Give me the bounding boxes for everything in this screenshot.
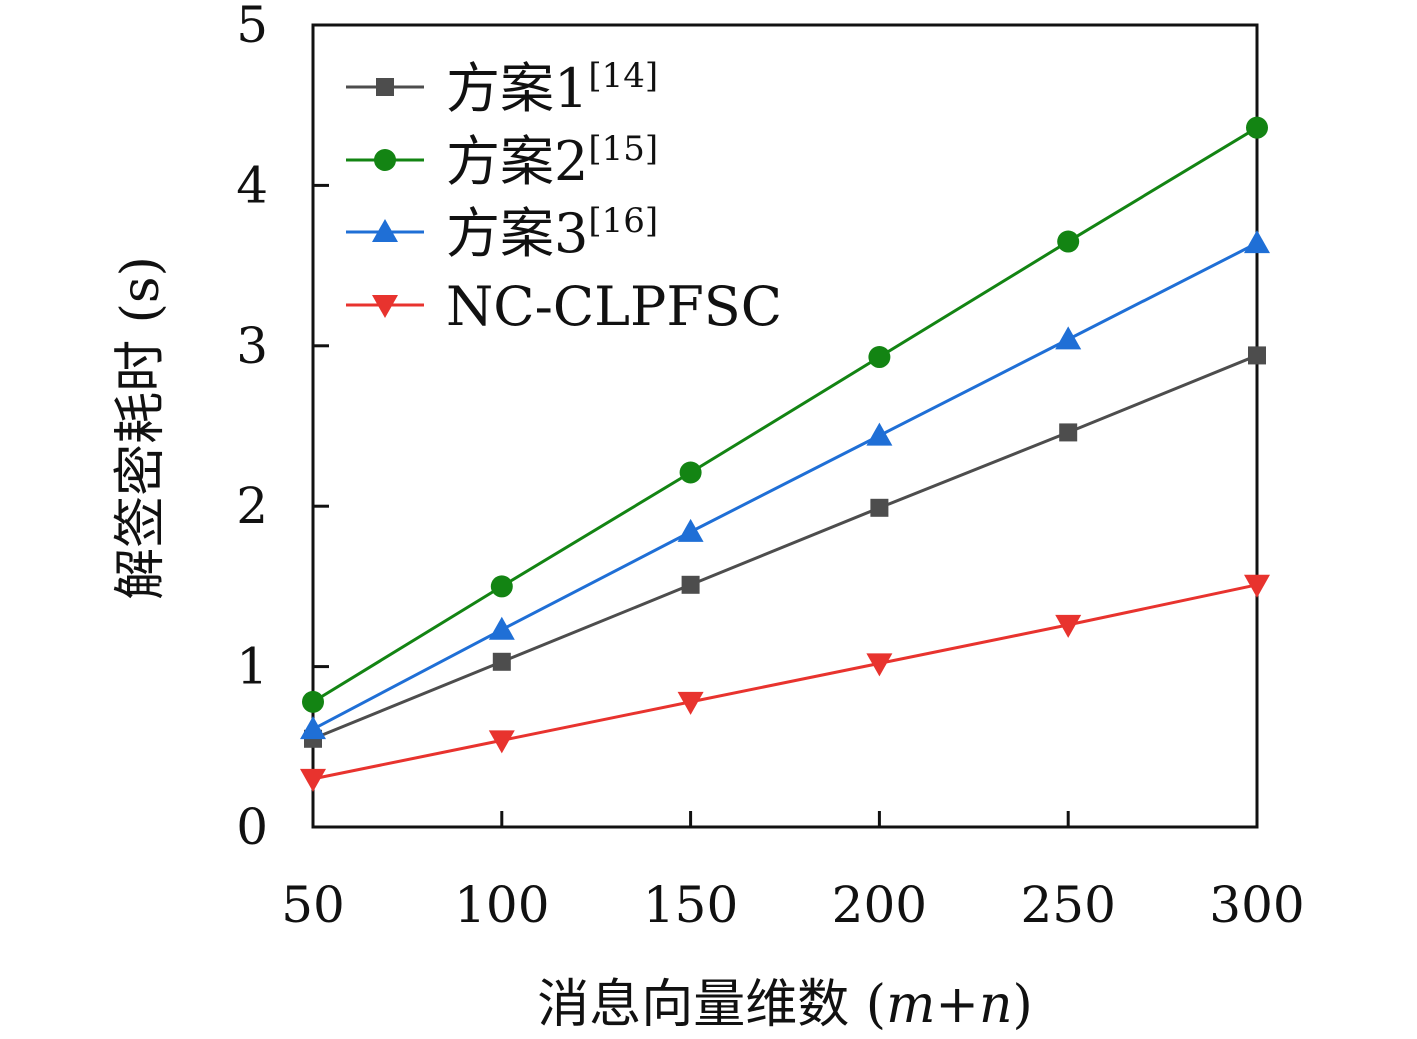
x-tick-label: 300 — [1209, 876, 1304, 934]
legend-marker — [374, 149, 396, 171]
x-axis-title-variable: m+n — [886, 975, 1012, 1035]
legend-item-1: 方案1[14] — [346, 56, 658, 120]
y-tick-label: 3 — [236, 317, 268, 375]
data-point — [1246, 116, 1268, 139]
legend-label-ref: [16] — [588, 201, 658, 241]
data-point — [1248, 346, 1266, 365]
legend-label-text: 方案2 — [446, 130, 588, 193]
x-axis-title: 消息向量维数 (m+n) — [537, 975, 1033, 1035]
x-tick-label: 200 — [832, 876, 927, 934]
y-tick-label: 4 — [236, 156, 268, 214]
y-axis-ticks: 0 1 2 3 4 5 — [236, 0, 329, 856]
data-point — [677, 691, 704, 715]
series-line — [312, 354, 1258, 741]
data-point — [679, 461, 702, 484]
legend-label: 方案1[14] — [446, 56, 658, 120]
x-tick-label: 150 — [643, 876, 738, 934]
series-4 — [300, 574, 1270, 792]
y-tick-label: 0 — [236, 798, 268, 856]
data-point — [488, 730, 515, 754]
legend: 方案1[14]方案2[15]方案3[16]NC-CLPFSC — [346, 56, 782, 338]
legend-label: 方案2[15] — [446, 129, 658, 193]
x-tick-label: 250 — [1020, 876, 1115, 934]
y-tick-label: 2 — [236, 477, 268, 535]
plot-frame — [311, 23, 1259, 829]
legend-marker — [372, 219, 398, 242]
series-line — [312, 126, 1258, 704]
data-point — [870, 498, 889, 517]
data-point — [1055, 326, 1082, 350]
legend-label: NC-CLPFSC — [446, 275, 782, 338]
data-point — [1244, 574, 1270, 598]
data-point — [490, 575, 513, 598]
legend-label-text: NC-CLPFSC — [446, 275, 782, 338]
series-1 — [304, 346, 1266, 748]
x-axis-ticks: 50 100 150 200 250 300 — [281, 811, 1305, 934]
plot-area — [311, 23, 1259, 829]
data-point — [492, 652, 511, 671]
y-tick-label: 5 — [236, 0, 268, 54]
legend-marker — [376, 78, 394, 96]
data-point — [1055, 614, 1082, 638]
series-layer — [300, 116, 1270, 792]
legend-item-2: 方案2[15] — [346, 129, 658, 193]
legend-label-text: 方案1 — [446, 57, 588, 120]
data-point — [866, 422, 893, 446]
data-point — [1057, 230, 1080, 253]
y-tick-label: 1 — [236, 638, 268, 696]
data-point — [681, 575, 700, 594]
series-line — [312, 583, 1258, 781]
legend-item-4: NC-CLPFSC — [346, 275, 782, 338]
data-point — [488, 616, 515, 640]
data-point — [300, 716, 326, 740]
legend-marker — [372, 295, 398, 318]
data-point — [677, 518, 704, 542]
series-line — [312, 241, 1258, 731]
x-axis-title-prefix: 消息向量维数 ( — [537, 975, 886, 1035]
data-point — [302, 690, 324, 713]
x-axis-title-suffix: ) — [1012, 975, 1032, 1035]
x-tick-label: 100 — [454, 876, 549, 934]
series-3 — [300, 230, 1270, 740]
legend-label-ref: [14] — [588, 56, 658, 96]
legend-label-text: 方案3 — [446, 202, 588, 265]
series-2 — [302, 116, 1268, 713]
legend-item-3: 方案3[16] — [346, 201, 658, 265]
data-point — [868, 346, 891, 369]
legend-label-ref: [15] — [588, 129, 658, 169]
y-axis-title: 解签密耗时 (s) — [111, 256, 171, 600]
x-tick-label: 50 — [281, 876, 345, 934]
data-point — [1244, 230, 1270, 254]
data-point — [866, 653, 893, 677]
data-point — [300, 768, 326, 792]
legend-label: 方案3[16] — [446, 201, 658, 265]
data-point — [1059, 423, 1078, 442]
